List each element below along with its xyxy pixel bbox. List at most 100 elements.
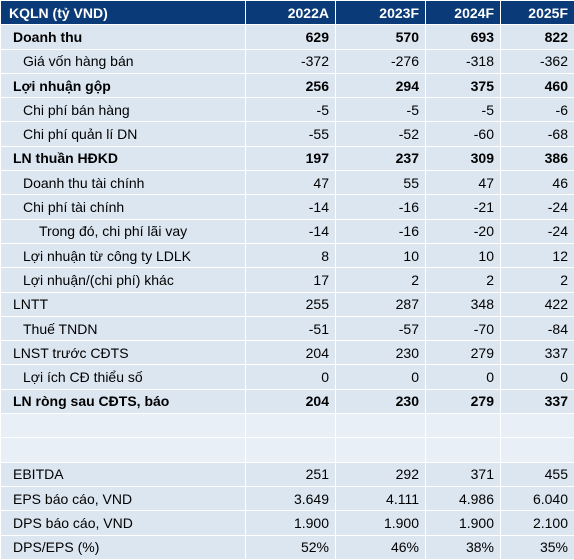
cell-value: 197 xyxy=(246,146,336,170)
cell-value: 337 xyxy=(501,341,574,365)
row-label: DPS báo cáo, VND xyxy=(1,511,246,535)
table-row: DPS/EPS (%)52%46%38%35% xyxy=(1,535,574,559)
row-label: Lợi nhuận từ công ty LDLK xyxy=(1,243,246,267)
cell-value: 10 xyxy=(426,243,501,267)
cell-value: 0 xyxy=(501,365,574,389)
blank-cell xyxy=(426,414,501,438)
cell-value: 38% xyxy=(426,535,501,559)
blank-cell xyxy=(1,438,246,462)
cell-value: 52% xyxy=(246,535,336,559)
row-label: Thuế TNDN xyxy=(1,316,246,340)
cell-value: 46 xyxy=(501,171,574,195)
row-label: Giá vốn hàng bán xyxy=(1,49,246,73)
cell-value: 0 xyxy=(426,365,501,389)
cell-value: -24 xyxy=(501,195,574,219)
row-label: LN thuần HĐKD xyxy=(1,146,246,170)
cell-value: 1.900 xyxy=(246,511,336,535)
blank-cell xyxy=(246,414,336,438)
cell-value: 0 xyxy=(246,365,336,389)
row-label: Chi phí bán hàng xyxy=(1,98,246,122)
column-header: 2024F xyxy=(426,1,501,25)
cell-value: 386 xyxy=(501,146,574,170)
cell-value: -51 xyxy=(246,316,336,340)
row-label: LNTT xyxy=(1,292,246,316)
column-header: 2023F xyxy=(336,1,426,25)
cell-value: -16 xyxy=(336,219,426,243)
cell-value: 4.111 xyxy=(336,486,426,510)
blank-cell xyxy=(336,438,426,462)
cell-value: 294 xyxy=(336,73,426,97)
cell-value: 337 xyxy=(501,389,574,413)
cell-value: 371 xyxy=(426,462,501,486)
row-label: Doanh thu tài chính xyxy=(1,171,246,195)
cell-value: 47 xyxy=(426,171,501,195)
cell-value: -5 xyxy=(246,98,336,122)
blank-row xyxy=(1,414,574,438)
row-label: Trong đó, chi phí lãi vay xyxy=(1,219,246,243)
cell-value: 375 xyxy=(426,73,501,97)
cell-value: -318 xyxy=(426,49,501,73)
cell-value: 822 xyxy=(501,25,574,49)
cell-value: 17 xyxy=(246,268,336,292)
cell-value: 46% xyxy=(336,535,426,559)
table-row: Chi phí bán hàng-5-5-5-6 xyxy=(1,98,574,122)
cell-value: 0 xyxy=(336,365,426,389)
cell-value: -14 xyxy=(246,219,336,243)
cell-value: 2 xyxy=(426,268,501,292)
blank-cell xyxy=(336,414,426,438)
row-label: Lợi nhuận gộp xyxy=(1,73,246,97)
row-label: Chi phí quản lí DN xyxy=(1,122,246,146)
cell-value: 693 xyxy=(426,25,501,49)
cell-value: 6.040 xyxy=(501,486,574,510)
cell-value: -20 xyxy=(426,219,501,243)
cell-value: 10 xyxy=(336,243,426,267)
cell-value: -70 xyxy=(426,316,501,340)
cell-value: 35% xyxy=(501,535,574,559)
row-label: Lợi nhuận/(chi phí) khác xyxy=(1,268,246,292)
table-row: Chi phí tài chính-14-16-21-24 xyxy=(1,195,574,219)
cell-value: -14 xyxy=(246,195,336,219)
cell-value: 1.900 xyxy=(336,511,426,535)
blank-cell xyxy=(1,414,246,438)
table-row: Chi phí quản lí DN-55-52-60-68 xyxy=(1,122,574,146)
cell-value: 629 xyxy=(246,25,336,49)
cell-value: 12 xyxy=(501,243,574,267)
cell-value: -68 xyxy=(501,122,574,146)
cell-value: 279 xyxy=(426,341,501,365)
cell-value: 2 xyxy=(336,268,426,292)
row-label: LN ròng sau CĐTS, báo xyxy=(1,389,246,413)
cell-value: 256 xyxy=(246,73,336,97)
cell-value: 4.986 xyxy=(426,486,501,510)
blank-cell xyxy=(426,438,501,462)
cell-value: 309 xyxy=(426,146,501,170)
column-header: 2025F xyxy=(501,1,574,25)
cell-value: -5 xyxy=(426,98,501,122)
cell-value: -24 xyxy=(501,219,574,243)
cell-value: -84 xyxy=(501,316,574,340)
header-title: KQLN (tỷ VND) xyxy=(1,1,246,25)
row-label: EBITDA xyxy=(1,462,246,486)
cell-value: 2.100 xyxy=(501,511,574,535)
cell-value: -372 xyxy=(246,49,336,73)
cell-value: -52 xyxy=(336,122,426,146)
row-label: DPS/EPS (%) xyxy=(1,535,246,559)
cell-value: -276 xyxy=(336,49,426,73)
cell-value: -6 xyxy=(501,98,574,122)
cell-value: 251 xyxy=(246,462,336,486)
cell-value: -5 xyxy=(336,98,426,122)
cell-value: 255 xyxy=(246,292,336,316)
row-label: Lợi ích CĐ thiểu số xyxy=(1,365,246,389)
cell-value: -362 xyxy=(501,49,574,73)
row-label: EPS báo cáo, VND xyxy=(1,486,246,510)
